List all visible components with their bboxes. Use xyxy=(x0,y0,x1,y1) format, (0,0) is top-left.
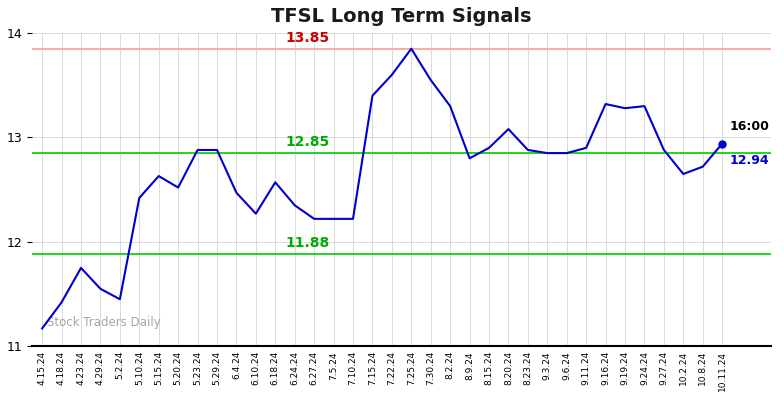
Title: TFSL Long Term Signals: TFSL Long Term Signals xyxy=(271,7,532,26)
Text: 13.85: 13.85 xyxy=(286,31,330,45)
Text: 12.85: 12.85 xyxy=(286,135,330,149)
Text: Stock Traders Daily: Stock Traders Daily xyxy=(47,316,161,329)
Text: 16:00: 16:00 xyxy=(730,120,770,133)
Text: 11.88: 11.88 xyxy=(286,236,330,250)
Text: 12.94: 12.94 xyxy=(730,154,770,167)
